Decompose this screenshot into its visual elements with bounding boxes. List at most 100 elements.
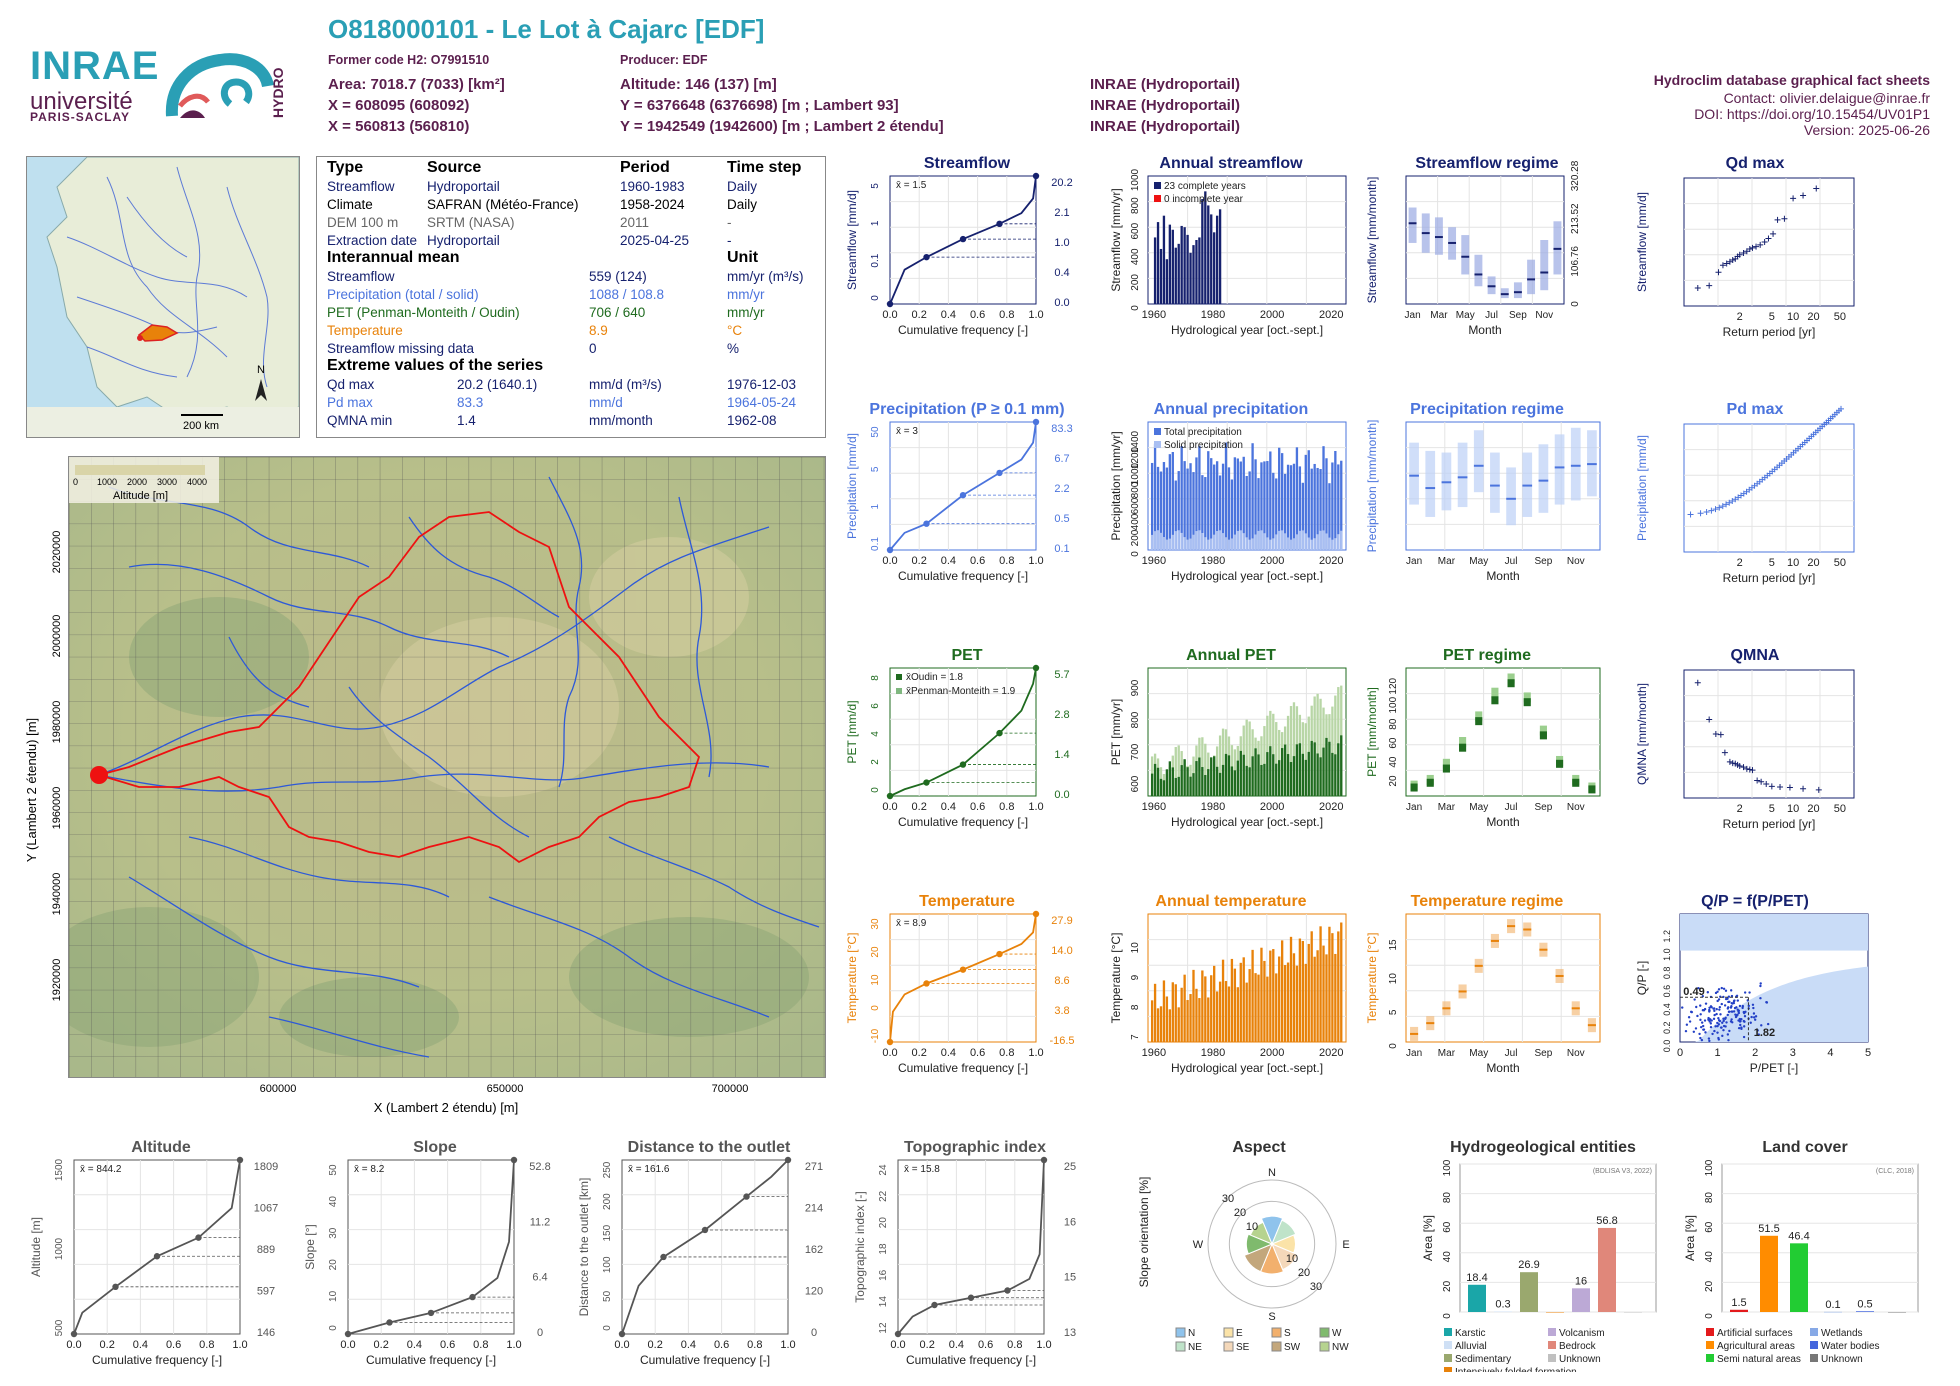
annual-bar	[1278, 447, 1281, 550]
qp-point	[1752, 1012, 1756, 1015]
legend-entry: 0 incomplete year	[1164, 194, 1244, 205]
bar-Wetlands	[1824, 1311, 1842, 1313]
ylabel: Distance to the outlet [km]	[577, 1178, 591, 1317]
annual-bar	[1322, 747, 1325, 796]
xtick: 0.2	[912, 801, 927, 813]
qp-point	[1752, 1006, 1755, 1010]
qp-point	[1688, 1020, 1692, 1023]
annual-bar	[1251, 538, 1254, 550]
ytick: 30	[870, 918, 881, 930]
xtick: 20	[1807, 311, 1819, 323]
doi-link[interactable]: DOI: https://doi.org/10.15454/UV01P1	[1694, 106, 1930, 122]
xtick: 5	[1865, 1047, 1871, 1059]
chart-title-temp_regime: Temperature regime	[1411, 893, 1564, 910]
annual-bar	[1313, 463, 1316, 550]
catchment-map-axes: 2020000 2000000 1980000 1960000 1940000 …	[24, 531, 748, 1115]
legend-swatch	[1444, 1367, 1452, 1372]
north-label: N	[257, 364, 265, 376]
ytick: 2	[870, 759, 881, 765]
regime-box	[1408, 207, 1417, 243]
annual-bar	[1165, 539, 1169, 550]
annual-bar	[1230, 766, 1234, 796]
quantile-point	[1004, 1287, 1011, 1294]
qp-point	[1684, 1029, 1688, 1033]
annual-bar	[1168, 224, 1172, 304]
ytick: 0	[1130, 551, 1141, 557]
outlet-marker	[90, 766, 108, 784]
xtick: 2000	[1260, 1047, 1284, 1059]
map-xlabel: X (Lambert 2 étendu) [m]	[374, 1100, 519, 1115]
annual-bar	[1316, 950, 1319, 1042]
annual-bar	[1171, 229, 1174, 304]
annual-bar	[1210, 757, 1213, 796]
annual-bar	[1257, 478, 1260, 550]
compass-s: S	[1268, 1311, 1275, 1323]
annual-bar	[1192, 534, 1195, 550]
ylabel: Temperature [°C]	[845, 933, 859, 1024]
legend-swatch	[1223, 1341, 1234, 1352]
annual-bar	[1221, 959, 1225, 1042]
ylabel: Altitude [m]	[29, 1217, 43, 1277]
annual-bar	[1239, 530, 1242, 550]
qp-point	[1753, 1018, 1757, 1021]
ytick: 14	[878, 1296, 889, 1308]
qp-point	[1714, 1025, 1717, 1028]
ytick: 60	[1442, 1221, 1453, 1233]
annual-bar	[1307, 943, 1310, 1042]
qp-point	[1706, 991, 1710, 994]
quantile-point	[1032, 910, 1040, 918]
ytick: 22	[878, 1190, 889, 1202]
chart-title-qp_ppet: Q/P = f(P/PET)	[1701, 893, 1809, 910]
annual-bar	[1177, 471, 1180, 550]
annual-bar	[1162, 780, 1166, 796]
right-label: 0	[811, 1327, 817, 1339]
chart-altitude_curve: Altitude 1809 1067 889 597 146 500 1000 1500 0.0 0…	[29, 1139, 278, 1367]
annual-bar	[1153, 763, 1157, 796]
chart-title-pet_regime: PET regime	[1443, 647, 1531, 664]
right-label: 214	[805, 1203, 823, 1215]
qp-point	[1719, 1026, 1723, 1029]
plot-frame	[1405, 667, 1601, 797]
annual-bar	[1272, 754, 1275, 796]
annual-bar	[1186, 234, 1189, 304]
qp-point	[1689, 1010, 1693, 1014]
annual-bar	[1236, 760, 1239, 796]
annual-bar	[1198, 530, 1201, 550]
plot-frame	[1683, 669, 1855, 799]
ylabel: PET [mm/yr]	[1109, 699, 1123, 765]
annual-bar	[1189, 994, 1192, 1042]
rp-point	[1754, 777, 1761, 784]
regime-box	[1461, 235, 1470, 275]
qp-point	[1701, 1024, 1705, 1028]
ylabel: Temperature [°C]	[1365, 933, 1379, 1024]
qp-point	[1715, 1007, 1718, 1011]
annual-bar	[1263, 960, 1266, 1042]
annual-bar	[1198, 445, 1201, 550]
annotation-ppet: 1.82	[1754, 1027, 1775, 1039]
y-l2: Y = 1942549 (1942600) [m ; Lambert 2 éte…	[620, 118, 944, 135]
regime-box	[1409, 442, 1419, 505]
annual-bar	[1210, 975, 1213, 1042]
xtick: 0.8	[199, 1339, 214, 1351]
legend-entry: Solid precipitation	[1164, 440, 1243, 451]
month-tick: Jan	[1406, 802, 1422, 813]
qp-point	[1716, 999, 1719, 1003]
qp-point	[1718, 1008, 1721, 1011]
qp-point	[1726, 1033, 1730, 1036]
bar-Bedrock	[1598, 1227, 1616, 1312]
ytick: 1000	[1130, 462, 1141, 485]
annual-bar	[1316, 467, 1319, 550]
rp-point	[1761, 239, 1768, 245]
bar-Alluvial	[1494, 1311, 1512, 1313]
annual-bar	[1227, 755, 1231, 796]
annual-bar	[1286, 537, 1290, 550]
qp-point	[1704, 1002, 1708, 1005]
annual-bar	[1319, 469, 1322, 550]
xtick: 0.4	[941, 309, 956, 321]
legend-swatch	[1548, 1328, 1556, 1336]
xtick: 0.6	[970, 309, 985, 321]
annual-bar	[1289, 465, 1293, 550]
annual-bar	[1266, 752, 1269, 796]
month-tick: Mar	[1438, 556, 1456, 567]
right-label: 1067	[254, 1203, 278, 1215]
